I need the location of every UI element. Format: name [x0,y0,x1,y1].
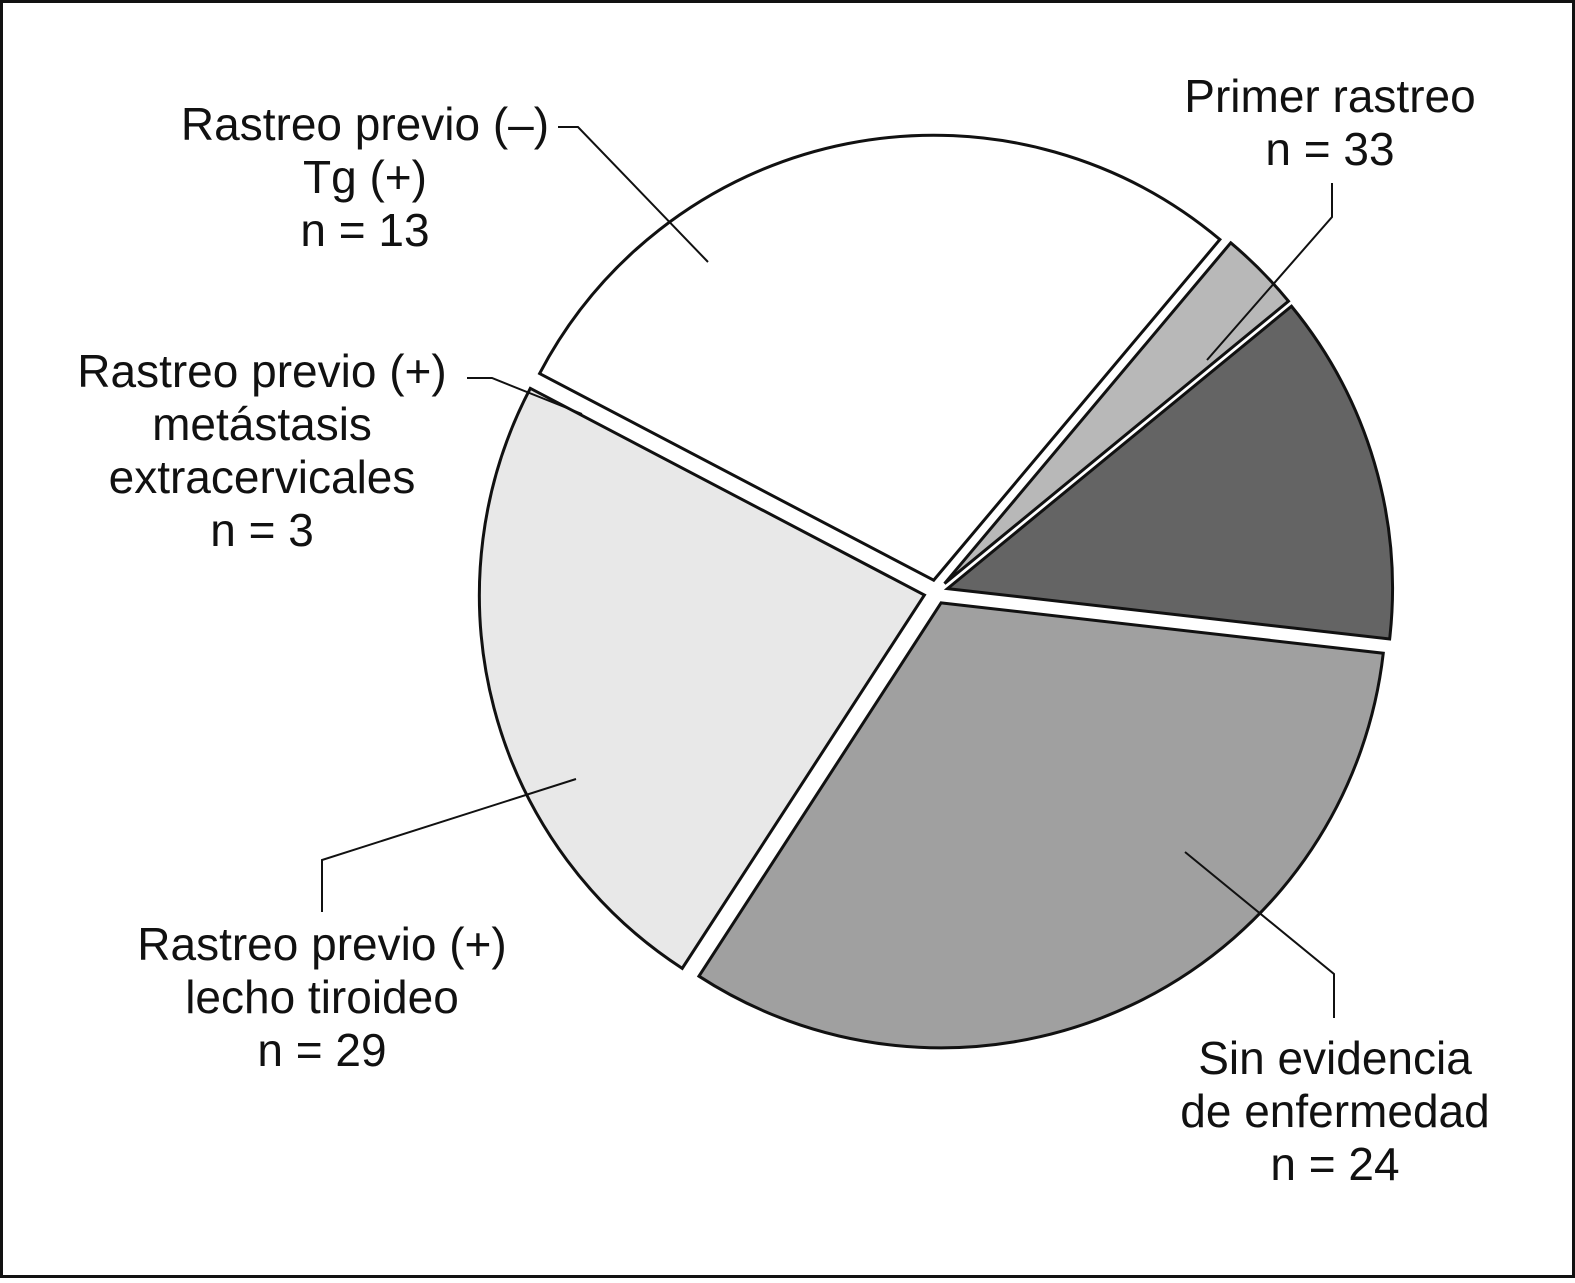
pie-slices [477,133,1395,1050]
slice-label-3-line-1: metástasis [152,398,372,450]
pie-slice-2 [537,133,1223,583]
slice-label-3: Rastreo previo (+) metástasis extracervica… [77,345,446,556]
leader-line-2 [321,778,577,912]
slice-label-4-line-1: Tg (+) [303,151,427,203]
pie-slice-3 [943,240,1291,585]
slice-label-2-line-0: Rastreo previo (+) [137,918,506,970]
slice-label-3-line-0: Rastreo previo (+) [77,345,446,397]
slice-label-0-line-0: Primer rastreo [1184,70,1475,122]
pie-slice-4 [943,304,1395,641]
slice-label-0: Primer rastreo n = 33 [1184,70,1475,175]
slice-label-4: Rastreo previo (–) Tg (+) n = 13 [181,98,549,256]
leader-line-4 [558,126,709,263]
slice-label-1-line-1: de enfermedad [1180,1085,1489,1137]
leader-line-0 [1206,183,1333,361]
slice-label-4-line-2: n = 13 [300,204,429,256]
slice-label-4-line-0: Rastreo previo (–) [181,98,549,150]
slice-label-0-line-1: n = 33 [1265,123,1394,175]
slice-label-1-line-2: n = 24 [1270,1138,1399,1190]
leader-lines [321,126,1335,1018]
slice-label-2-line-2: n = 29 [257,1024,386,1076]
slice-label-1-line-0: Sin evidencia [1198,1032,1472,1084]
slice-label-2-line-1: lecho tiroideo [185,971,459,1023]
slice-label-1: Sin evidencia de enfermedad n = 24 [1180,1032,1489,1190]
pie-slice-1 [477,386,927,971]
slice-labels: Primer rastreo n = 33 Sin evidencia de enfe… [77,70,1489,1190]
leader-line-1 [1184,851,1335,1018]
pie-slice-0 [696,601,1385,1050]
leader-line-3 [467,377,583,415]
slice-label-3-line-2: extracervicales [109,451,416,503]
slice-label-2: Rastreo previo (+) lecho tiroideo n = 29 [137,918,506,1076]
slice-label-3-line-3: n = 3 [210,504,314,556]
